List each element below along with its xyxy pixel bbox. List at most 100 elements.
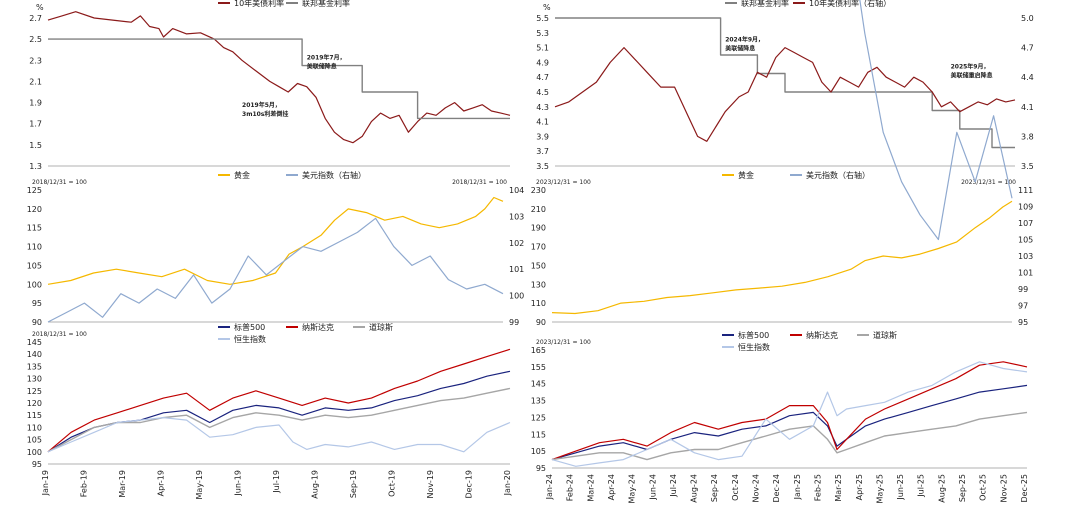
x-tick-label: Apr-24 <box>607 474 616 500</box>
y-tick-left: 110 <box>531 299 546 308</box>
annotation-label: 2025年9月， <box>951 62 990 70</box>
x-tick-label: Jun-25 <box>896 474 905 501</box>
y-tick-right: 99 <box>1018 285 1028 294</box>
y-tick-left: 115 <box>531 430 546 439</box>
y-tick-left: 125 <box>531 413 546 422</box>
series-line-标普500 <box>47 370 511 453</box>
x-tick-label: Oct-19 <box>388 470 397 497</box>
x-tick-label: Nov-25 <box>999 474 1008 502</box>
series-line-恒生指数 <box>551 361 1028 467</box>
y-tick-left: 1.7 <box>29 120 42 129</box>
y-tick-left: 90 <box>536 318 546 327</box>
series-line-美元指数（右轴） <box>859 0 1013 241</box>
y-tick-left: 230 <box>531 186 546 195</box>
y-tick-left: 145 <box>531 380 546 389</box>
y-tick-left: 140 <box>27 350 42 359</box>
x-tick-label: Feb-19 <box>80 470 89 497</box>
y-tick-right: 103 <box>509 212 524 221</box>
y-tick-left: 125 <box>27 186 42 195</box>
y-tick-right: 4.4 <box>1021 73 1034 82</box>
y-tick-left: 170 <box>531 243 546 252</box>
y-tick-left: 120 <box>27 205 42 214</box>
series-line-美元指数（右轴） <box>47 217 504 323</box>
series-line-黄金 <box>47 196 504 285</box>
y-tick-right: 109 <box>1018 203 1033 212</box>
y-tick-left: 165 <box>531 346 546 355</box>
x-tick-label: Apr-25 <box>855 474 864 500</box>
y-tick-left: 105 <box>27 436 42 445</box>
legend-label: 10年美债利率（右轴） <box>809 0 891 8</box>
baseline-note: 2018/12/31 = 100 <box>32 179 87 186</box>
legend-label: 道琼斯 <box>369 322 393 332</box>
x-tick-label: Mar-19 <box>118 470 127 498</box>
y-tick-left: 90 <box>32 318 42 327</box>
y-tick-left: 155 <box>531 363 546 372</box>
x-tick-label: Jun-19 <box>234 470 243 497</box>
series-line-纳斯达克 <box>47 348 511 453</box>
x-tick-label: Sep-24 <box>710 474 719 502</box>
y-tick-left: 135 <box>531 397 546 406</box>
legend-label: 恒生指数 <box>738 342 770 352</box>
x-tick-label: Nov-19 <box>426 470 435 498</box>
legend-label: 标普500 <box>234 322 265 332</box>
x-tick-label: May-19 <box>195 470 204 499</box>
x-tick-label: Dec-25 <box>1020 474 1029 503</box>
y-tick-right: 101 <box>509 265 524 274</box>
annotation-label: 2019年5月， <box>242 101 281 109</box>
series-line-联邦基金利率 <box>48 38 510 120</box>
y-tick-left: 190 <box>531 224 546 233</box>
annotation-label: 2019年7月， <box>307 53 346 61</box>
y-tick-left: 145 <box>27 338 42 347</box>
legend-label: 联邦基金利率 <box>741 0 789 8</box>
y-tick-left: 4.1 <box>536 118 549 127</box>
x-tick-label: Dec-19 <box>465 470 474 499</box>
x-tick-label: Sep-25 <box>958 474 967 502</box>
y-tick-left: 115 <box>27 411 42 420</box>
annotation-label: 美联储降息 <box>306 62 337 70</box>
y-tick-left: 2.7 <box>29 14 42 23</box>
legend-label: 纳斯达克 <box>302 322 334 332</box>
x-tick-label: Nov-24 <box>752 474 761 502</box>
y-tick-right: 99 <box>509 318 519 327</box>
y-tick-left: 1.5 <box>29 141 42 150</box>
y-tick-left: 4.5 <box>536 88 549 97</box>
x-tick-label: Jan-19 <box>41 470 50 496</box>
x-tick-label: May-24 <box>628 474 637 503</box>
x-tick-label: Jul-25 <box>917 474 926 498</box>
y-tick-left: 2.1 <box>29 77 42 86</box>
x-tick-label: May-25 <box>875 474 884 503</box>
y-tick-left: 110 <box>27 243 42 252</box>
series-line-标普500 <box>551 384 1028 461</box>
y-tick-left: 150 <box>531 261 546 270</box>
annotation-label: 美联储重启降息 <box>950 71 993 79</box>
y-tick-left: 1.9 <box>29 99 42 108</box>
unit-label: % <box>543 3 551 12</box>
x-tick-label: Jan-25 <box>793 474 802 500</box>
y-tick-right: 102 <box>509 239 524 248</box>
y-tick-left: 4.9 <box>536 58 549 67</box>
y-tick-left: 95 <box>536 464 546 473</box>
legend-label: 联邦基金利率 <box>302 0 350 8</box>
baseline-note-right: 2018/12/31 = 100 <box>452 179 507 186</box>
baseline-note: 2023/12/31 = 100 <box>536 339 591 346</box>
unit-label: % <box>36 3 44 12</box>
legend-label: 标普500 <box>738 330 769 340</box>
y-tick-left: 5.3 <box>536 29 549 38</box>
series-line-道琼斯 <box>551 411 1028 461</box>
x-tick-label: Jul-19 <box>272 470 281 494</box>
baseline-note: 2018/12/31 = 100 <box>32 331 87 338</box>
x-tick-label: Sep-19 <box>349 470 358 498</box>
x-tick-label: Oct-24 <box>731 474 740 501</box>
y-tick-right: 95 <box>1018 318 1028 327</box>
y-tick-left: 4.7 <box>536 73 549 82</box>
series-line-10年美债利率（右轴） <box>554 47 1016 142</box>
y-tick-left: 100 <box>27 280 42 289</box>
y-tick-right: 97 <box>1018 302 1028 311</box>
y-tick-left: 95 <box>32 299 42 308</box>
baseline-note: 2023/12/31 = 100 <box>536 179 591 186</box>
legend-label: 美元指数（右轴） <box>302 170 366 180</box>
y-tick-right: 107 <box>1018 219 1033 228</box>
x-tick-label: Oct-25 <box>979 474 988 501</box>
